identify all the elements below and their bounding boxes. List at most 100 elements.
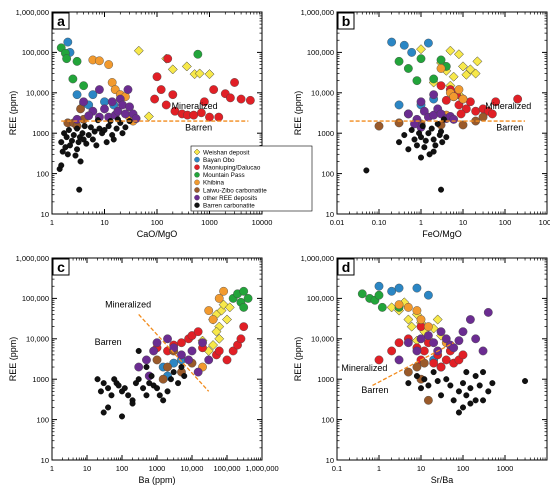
data-point-khibina	[208, 315, 218, 324]
data-point-mountain_pass	[243, 293, 253, 303]
data-point-barren	[432, 142, 439, 149]
data-point-maoniuping	[214, 346, 224, 356]
data-point-mountain_pass	[429, 74, 439, 84]
data-point-barren	[434, 378, 441, 385]
data-point-barren	[463, 392, 470, 399]
data-point-maoniuping	[419, 346, 429, 356]
data-point-other	[100, 104, 109, 114]
data-point-barren	[76, 186, 83, 193]
data-point-barren	[75, 139, 82, 146]
x-axis-title: Ba (ppm)	[138, 475, 175, 485]
x-tick-label: 10	[83, 464, 91, 473]
data-point-mountain_pass	[394, 56, 404, 66]
data-point-maoniuping	[487, 109, 497, 119]
data-point-mountain_pass	[62, 54, 72, 64]
data-point-other	[429, 338, 439, 348]
data-point-barren	[408, 127, 415, 134]
data-point-weishan	[224, 302, 235, 313]
data-point-barren	[463, 369, 470, 376]
data-point-barren	[85, 132, 92, 139]
legend-marker-other	[194, 194, 200, 201]
data-point-maoniuping	[189, 110, 199, 120]
data-point-maoniuping	[163, 54, 173, 64]
data-point-other	[423, 331, 433, 341]
y-tick-label: 1,000,000	[301, 8, 334, 17]
data-point-weishan	[453, 49, 464, 60]
data-point-barren	[430, 148, 437, 155]
data-point-barren	[74, 125, 81, 132]
data-point-barren	[396, 139, 403, 146]
data-point-barren	[438, 186, 445, 193]
data-point-other	[416, 334, 426, 344]
data-point-barren	[167, 376, 174, 383]
data-point-barren	[411, 136, 418, 143]
data-point-barren	[418, 385, 425, 392]
data-point-laiwu	[419, 358, 429, 368]
data-point-barren	[447, 382, 454, 389]
data-point-maoniuping	[222, 355, 232, 365]
x-tick-label: 1	[50, 218, 54, 227]
x-tick-label: 10	[459, 218, 467, 227]
data-point-maoniuping	[458, 350, 468, 360]
y-tick-label: 100,000	[307, 48, 334, 57]
data-point-other	[416, 97, 426, 107]
data-point-laiwu	[163, 362, 172, 372]
data-point-other	[429, 90, 439, 100]
x-tick-label: 10000	[252, 218, 273, 227]
data-point-other	[184, 355, 194, 365]
data-point-mountain_pass	[79, 81, 89, 91]
data-point-other	[163, 334, 172, 344]
legend-label-laiwu: Laiwu-Zibo carbonatite	[203, 187, 267, 194]
data-point-barren	[79, 130, 86, 137]
y-tick-label: 10	[326, 456, 334, 465]
data-point-mountain_pass	[377, 302, 387, 312]
data-point-bayan_obo	[387, 286, 397, 296]
data-point-maoniuping	[236, 94, 246, 104]
data-point-khibina	[423, 322, 433, 332]
data-point-barren	[170, 369, 177, 376]
data-point-other	[72, 114, 82, 124]
legend-label-maoniuping: Maoniuping/Dalucao	[203, 165, 261, 172]
x-axis-title: CaO/MgO	[137, 229, 178, 239]
data-point-barren	[143, 364, 150, 371]
data-point-laiwu	[76, 104, 85, 114]
data-point-barren	[119, 130, 126, 137]
data-point-khibina	[104, 60, 114, 69]
data-point-barren	[65, 127, 72, 134]
panel-label: c	[57, 259, 65, 275]
data-point-barren	[413, 373, 420, 380]
data-point-barren	[178, 364, 185, 371]
data-point-other	[471, 334, 481, 344]
data-point-barren	[467, 385, 474, 392]
data-point-barren	[425, 382, 432, 389]
data-point-barren	[74, 146, 81, 153]
data-point-barren	[455, 409, 462, 416]
data-point-other	[95, 85, 104, 95]
data-point-barren	[428, 125, 435, 132]
x-tick-label: 0.10	[372, 218, 387, 227]
y-tick-label: 1000	[317, 375, 334, 384]
x-tick-label: 1	[377, 464, 381, 473]
data-point-weishan	[448, 71, 459, 82]
data-point-khibina	[394, 300, 404, 310]
data-point-maoniuping	[465, 97, 475, 107]
panel-label: a	[57, 13, 65, 29]
data-point-barren	[460, 380, 467, 387]
data-point-barren	[434, 120, 441, 127]
data-point-barren	[418, 134, 425, 141]
data-point-khibina	[416, 315, 426, 324]
data-point-other	[403, 338, 413, 348]
data-point-maoniuping	[230, 78, 239, 87]
panel-label-box	[52, 258, 70, 276]
legend-marker-khibina	[194, 179, 200, 186]
data-point-weishan	[133, 45, 144, 56]
data-point-other	[198, 338, 207, 348]
data-point-maoniuping	[177, 338, 186, 348]
y-tick-label: 10	[326, 210, 334, 219]
data-point-barren	[105, 123, 112, 130]
legend-marker-laiwu	[194, 187, 200, 193]
data-point-khibina	[458, 94, 468, 104]
data-point-laiwu	[412, 362, 422, 372]
